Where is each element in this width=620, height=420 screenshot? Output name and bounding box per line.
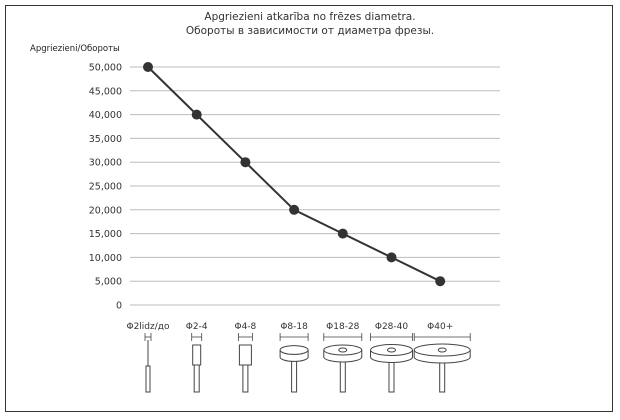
y-tick-label: 0 (116, 301, 122, 312)
category-labels: Φ2lidz/до Φ2-4 Φ4-8 Φ8-18 Φ18-28 Φ28-40 Φ40+ (126, 322, 453, 332)
data-point (191, 109, 202, 120)
disc-hole (387, 347, 396, 353)
cutter-shank (193, 364, 200, 393)
y-tick-label: 35,000 (89, 134, 122, 145)
category-label: Φ4-8 (235, 322, 257, 332)
data-point (386, 252, 397, 263)
disc-hole (437, 347, 447, 353)
disc-hole (338, 347, 348, 353)
category-label: Φ40+ (427, 322, 453, 332)
chart-title: Apgriezieni atkarība no frēzes diametra.… (0, 10, 620, 38)
data-point (337, 228, 348, 239)
data-point (240, 157, 251, 168)
chart-frame (5, 5, 613, 412)
y-tick-label: 10,000 (89, 253, 122, 264)
cutter-shank (145, 365, 151, 393)
y-tick-label: 20,000 (89, 205, 122, 216)
series-line (143, 62, 446, 287)
category-label: Φ2lidz/до (126, 322, 170, 332)
cutter-shank (242, 364, 249, 393)
data-point (289, 204, 300, 215)
chart-title-line2: Обороты в зависимости от диаметра фрезы. (185, 25, 435, 37)
cutter-shank (291, 359, 298, 393)
cutter-shank (339, 359, 346, 393)
y-tick-label: 50,000 (89, 63, 122, 74)
category-label: Φ18-28 (326, 322, 360, 332)
y-tick-label: 15,000 (89, 229, 122, 240)
y-tick-label: 40,000 (89, 110, 122, 121)
chart-title-line1: Apgriezieni atkarība no frēzes diametra. (204, 11, 416, 23)
cutter-head (192, 344, 202, 366)
category-label: Φ28-40 (375, 322, 409, 332)
y-tick-label: 25,000 (89, 182, 122, 193)
disc-top (279, 345, 309, 355)
y-tick-label: 5,000 (95, 277, 122, 288)
y-tick-label: 30,000 (89, 158, 122, 169)
data-point (143, 62, 153, 72)
y-axis-label: Apgriezieni/Обороты (30, 44, 120, 54)
category-label: Φ8-18 (280, 322, 308, 332)
y-tick-label: 45,000 (89, 86, 122, 97)
y-tick-labels: 0 5,000 10,000 15,000 20,000 25,000 30,000 35,0… (89, 63, 122, 312)
cutter-head (238, 344, 252, 366)
cutter-shank (439, 359, 446, 393)
series-polyline (147, 66, 441, 283)
data-point (435, 276, 446, 287)
grid-lines (130, 66, 500, 306)
cutter-illustrations (144, 333, 471, 393)
cutter-shank (388, 359, 395, 393)
category-label: Φ2-4 (186, 322, 208, 332)
